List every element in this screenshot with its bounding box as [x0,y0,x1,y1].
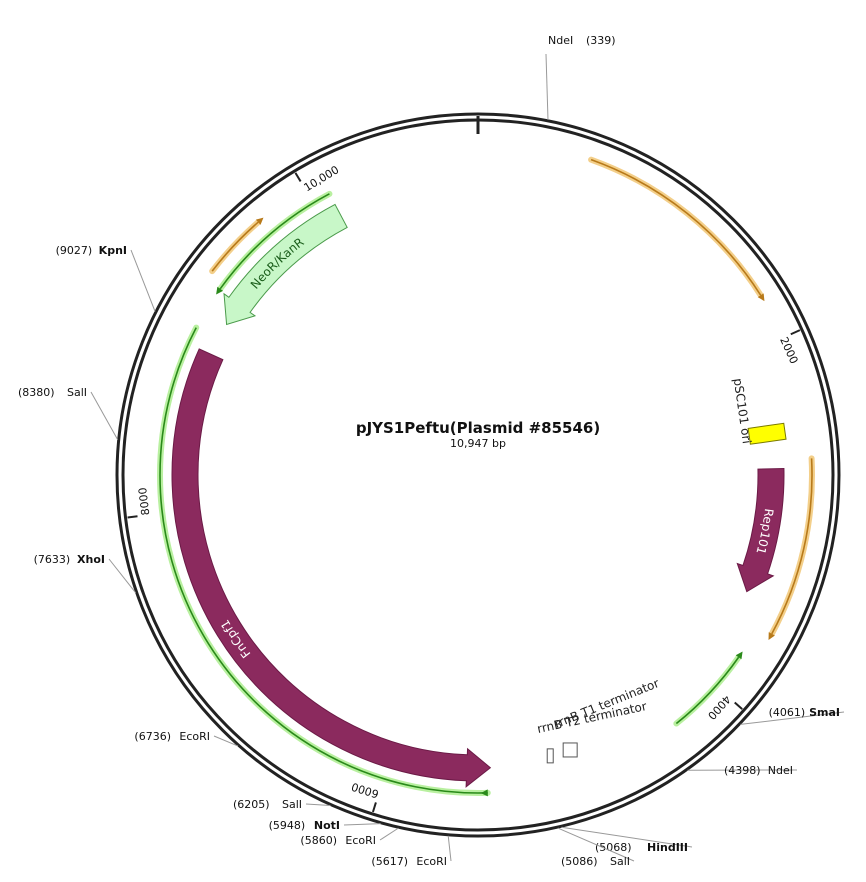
site-position: (7633) [34,553,71,566]
site-leader [561,826,693,848]
site-hindiii-5068: HindIII (5068) [561,826,693,854]
site-leader [545,53,549,120]
tick-label: 2000 [777,335,800,366]
site-position: (6205) [233,798,270,811]
site-leader [108,558,137,594]
site-leader [379,827,399,841]
site-name: EcoRI [416,855,447,868]
arc-line [211,221,259,272]
site-leader [740,711,845,725]
site-name: SmaI [809,706,840,719]
tick-mark-10,000 [294,172,302,182]
arc-arrowhead [216,286,224,295]
site-position: (5086) [561,855,598,868]
site-leader [557,827,635,862]
arc-line [219,193,330,290]
arc-line [590,158,762,296]
plasmid-title: pJYS1Peftu(Plasmid #85546) [356,419,600,437]
arc-arrowhead [768,632,775,640]
site-sali-5086: SalI (5086) [557,827,635,868]
site-name: HindIII [647,841,688,854]
site-kpni-9027: KpnI (9027) [56,244,156,312]
site-name: SalI [67,386,87,399]
feature-rrnb-t2-terminator [546,748,554,764]
site-position: (5860) [300,834,337,847]
site-leader [447,835,452,862]
site-sali-6205: SalI (6205) [233,798,331,811]
inner-ring [121,118,835,832]
site-xhoi-7633: XhoI (7633) [34,553,137,594]
tick-label: 10,000 [302,163,342,194]
tick-mark-6000 [371,802,377,813]
tick-mark-8000 [127,515,138,519]
plasmid-backbone [115,112,841,838]
site-name: NotI [314,819,340,832]
site-name: EcoRI [179,730,210,743]
tick-mark-2000 [790,329,801,336]
site-name: NdeI [768,764,793,777]
site-name: SalI [610,855,630,868]
feature-psc101-ori [747,422,787,445]
arc-arrowhead [480,789,488,797]
feature-rrnb-t1-terminator [562,742,578,758]
tick-mark-4000 [734,701,743,710]
plasmid-size: 10,947 bp [450,437,506,450]
feature-rep101 [736,468,785,593]
site-name: XhoI [77,553,105,566]
site-ecori-5617: EcoRI (5617) [371,835,452,868]
tick-label: 6000 [350,780,381,801]
site-position: (6736) [134,730,171,743]
site-position: (339) [586,34,616,47]
site-ndei-339: NdeI (339) [545,34,616,120]
feature-neor-kanr [223,203,348,326]
restriction-sites: NdeI (339) SmaI(4061) NdeI (4398) HindIII (506… [18,34,845,868]
site-smai-4061: SmaI(4061) [740,706,845,725]
site-ecori-6736: EcoRI (6736) [134,730,239,747]
outer-ring [115,112,841,838]
site-leader [130,249,156,312]
site-position: (4398) [724,764,761,777]
site-leader [343,823,381,826]
site-position: (8380) [18,386,55,399]
site-name: KpnI [99,244,127,257]
site-leader [90,391,119,441]
site-position: (4061) [769,706,806,719]
arc-arrowhead [735,651,743,660]
primer-arcs [157,156,815,797]
site-name: NdeI [548,34,573,47]
tick-label: 8000 [136,487,152,516]
feature-fncpf1 [171,348,492,788]
site-position: (5617) [371,855,408,868]
site-leader [213,735,239,747]
site-ecori-5860: EcoRI (5860) [300,827,399,847]
feature-psc101-ori-label: pSC101 ori [731,377,754,444]
arc-halo [209,219,262,275]
site-position: (5068) [595,841,632,854]
site-name: SalI [282,798,302,811]
arc-line [675,656,740,725]
site-position: (5948) [269,819,306,832]
site-position: (9027) [56,244,93,257]
site-sali-8380: SalI (8380) [18,386,119,441]
site-name: EcoRI [345,834,376,847]
arc-arrowhead [757,293,765,302]
arc-line [771,458,813,635]
site-noti-5948: NotI (5948) [269,819,381,832]
arc-arrowhead [255,217,264,225]
site-ndei-4398: NdeI (4398) [687,764,798,777]
arc-line [159,327,488,794]
site-leader [305,803,331,807]
